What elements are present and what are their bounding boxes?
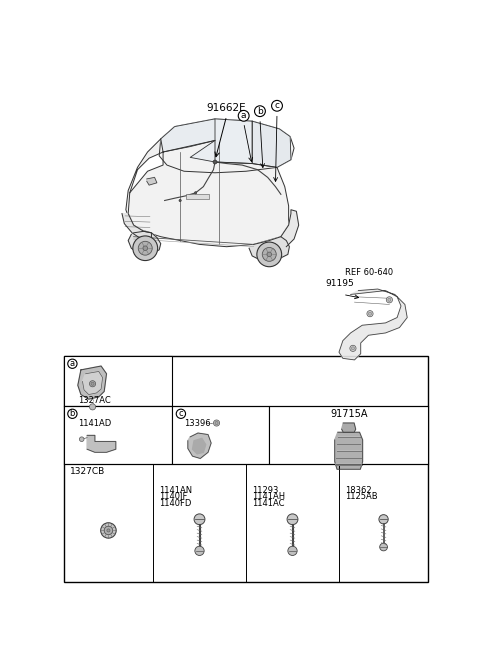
Polygon shape bbox=[122, 214, 152, 240]
Polygon shape bbox=[335, 432, 362, 469]
Circle shape bbox=[107, 529, 110, 532]
Polygon shape bbox=[188, 433, 211, 459]
Polygon shape bbox=[161, 119, 215, 152]
Text: 18362: 18362 bbox=[345, 486, 372, 495]
Text: 1141AN: 1141AN bbox=[159, 486, 192, 495]
Circle shape bbox=[215, 422, 218, 424]
Bar bbox=[64, 356, 428, 581]
Circle shape bbox=[254, 106, 265, 116]
Bar bbox=[269, 406, 428, 464]
Circle shape bbox=[194, 192, 197, 194]
Circle shape bbox=[143, 246, 147, 250]
Polygon shape bbox=[128, 231, 161, 254]
Bar bbox=[338, 436, 360, 438]
Text: b: b bbox=[257, 106, 263, 116]
Circle shape bbox=[238, 110, 249, 121]
Bar bbox=[64, 406, 172, 464]
Circle shape bbox=[79, 437, 84, 442]
Text: 1141AC: 1141AC bbox=[252, 499, 285, 509]
Text: 1327AC: 1327AC bbox=[79, 396, 111, 405]
Circle shape bbox=[176, 409, 186, 419]
Bar bbox=[186, 194, 209, 199]
Circle shape bbox=[272, 101, 282, 111]
Polygon shape bbox=[126, 139, 163, 233]
Circle shape bbox=[213, 160, 217, 164]
Text: 1141AH: 1141AH bbox=[252, 493, 285, 501]
Polygon shape bbox=[281, 210, 299, 246]
Circle shape bbox=[267, 252, 272, 257]
Polygon shape bbox=[252, 121, 291, 168]
Circle shape bbox=[179, 199, 181, 202]
Text: 1327CB: 1327CB bbox=[70, 467, 105, 476]
Text: 13396: 13396 bbox=[184, 419, 211, 428]
Text: a: a bbox=[70, 359, 75, 368]
Polygon shape bbox=[339, 289, 407, 360]
Circle shape bbox=[287, 514, 298, 525]
Circle shape bbox=[288, 546, 297, 555]
Polygon shape bbox=[147, 177, 157, 185]
Text: 11293: 11293 bbox=[252, 486, 278, 495]
Circle shape bbox=[351, 347, 355, 350]
Circle shape bbox=[214, 420, 220, 426]
Text: 1140JF: 1140JF bbox=[159, 493, 188, 501]
Polygon shape bbox=[192, 438, 206, 454]
Bar bbox=[336, 463, 362, 466]
Circle shape bbox=[367, 311, 373, 317]
Circle shape bbox=[104, 526, 113, 535]
Bar bbox=[64, 356, 172, 406]
Circle shape bbox=[194, 514, 205, 525]
Circle shape bbox=[91, 382, 94, 385]
Polygon shape bbox=[128, 141, 288, 246]
Text: REF 60-640: REF 60-640 bbox=[345, 268, 393, 277]
Polygon shape bbox=[78, 366, 107, 399]
Polygon shape bbox=[342, 423, 356, 432]
Circle shape bbox=[68, 359, 77, 369]
Circle shape bbox=[101, 523, 116, 538]
Text: 1140FD: 1140FD bbox=[159, 499, 192, 509]
Circle shape bbox=[89, 380, 96, 387]
Circle shape bbox=[388, 298, 391, 302]
Circle shape bbox=[257, 242, 282, 267]
Circle shape bbox=[379, 514, 388, 524]
Text: b: b bbox=[70, 409, 75, 419]
Circle shape bbox=[386, 297, 393, 303]
Polygon shape bbox=[87, 436, 116, 452]
Circle shape bbox=[68, 409, 77, 419]
Bar bbox=[336, 449, 361, 452]
Circle shape bbox=[262, 248, 276, 261]
Text: c: c bbox=[275, 101, 279, 110]
Text: 1141AD: 1141AD bbox=[78, 419, 111, 428]
Text: 1125AB: 1125AB bbox=[345, 493, 378, 501]
Circle shape bbox=[380, 543, 387, 551]
Circle shape bbox=[369, 312, 372, 315]
Circle shape bbox=[89, 404, 96, 410]
Text: 91715A: 91715A bbox=[330, 409, 367, 419]
Circle shape bbox=[350, 346, 356, 351]
Polygon shape bbox=[159, 119, 294, 173]
Polygon shape bbox=[249, 237, 289, 261]
Text: c: c bbox=[179, 409, 183, 419]
Text: 91195: 91195 bbox=[325, 279, 354, 288]
Bar bbox=[172, 406, 269, 464]
Circle shape bbox=[133, 236, 157, 261]
Circle shape bbox=[195, 546, 204, 555]
Polygon shape bbox=[190, 119, 252, 164]
Circle shape bbox=[138, 241, 152, 255]
Text: a: a bbox=[241, 111, 246, 120]
Text: 91662E: 91662E bbox=[207, 103, 246, 113]
Polygon shape bbox=[83, 371, 103, 395]
